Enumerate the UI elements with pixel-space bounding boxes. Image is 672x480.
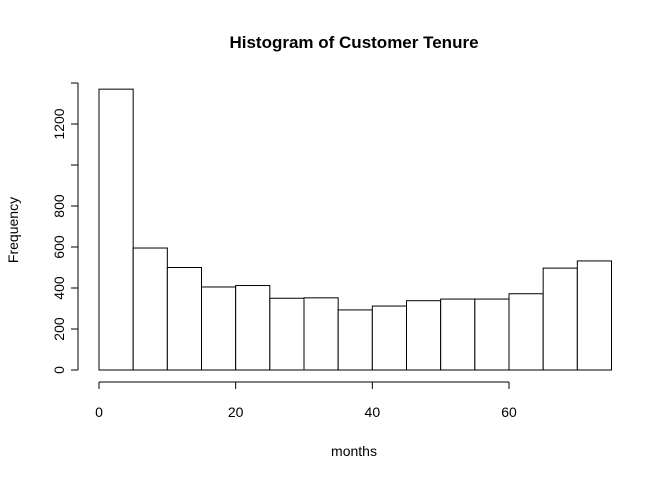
- y-tick-label: 800: [51, 194, 67, 218]
- histogram-bar: [132, 247, 168, 371]
- y-axis-label: Frequency: [5, 197, 21, 263]
- bars-group: [98, 88, 612, 371]
- y-tick-label: 600: [51, 235, 67, 259]
- histogram-bar: [576, 260, 612, 371]
- y-axis: 0 200 400 600 800 1200: [51, 82, 79, 374]
- histogram-bar: [371, 305, 408, 371]
- histogram-bar: [440, 298, 476, 371]
- y-tick-label: 1200: [51, 108, 67, 139]
- x-axis: 0 20 40 60: [95, 381, 517, 420]
- y-tick-label: 200: [51, 317, 67, 341]
- histogram-bar: [201, 286, 237, 371]
- histogram-bar: [508, 293, 544, 371]
- x-tick-label: 60: [501, 404, 517, 420]
- x-axis-label: months: [331, 443, 377, 459]
- histogram-bar: [269, 297, 305, 371]
- histogram-bar: [235, 285, 271, 371]
- histogram-bar: [303, 297, 339, 371]
- chart-title: Histogram of Customer Tenure: [229, 33, 478, 52]
- histogram-bar: [474, 298, 510, 371]
- y-tick-label: 0: [51, 366, 67, 374]
- histogram-bar: [166, 267, 202, 371]
- histogram-bar: [542, 267, 578, 371]
- x-tick-label: 0: [95, 404, 103, 420]
- x-tick-label: 20: [228, 404, 244, 420]
- histogram-bar: [98, 88, 134, 371]
- y-tick-label: 400: [51, 276, 67, 300]
- histogram-bar: [406, 300, 442, 371]
- x-tick-label: 40: [365, 404, 381, 420]
- histogram-bar: [337, 309, 373, 371]
